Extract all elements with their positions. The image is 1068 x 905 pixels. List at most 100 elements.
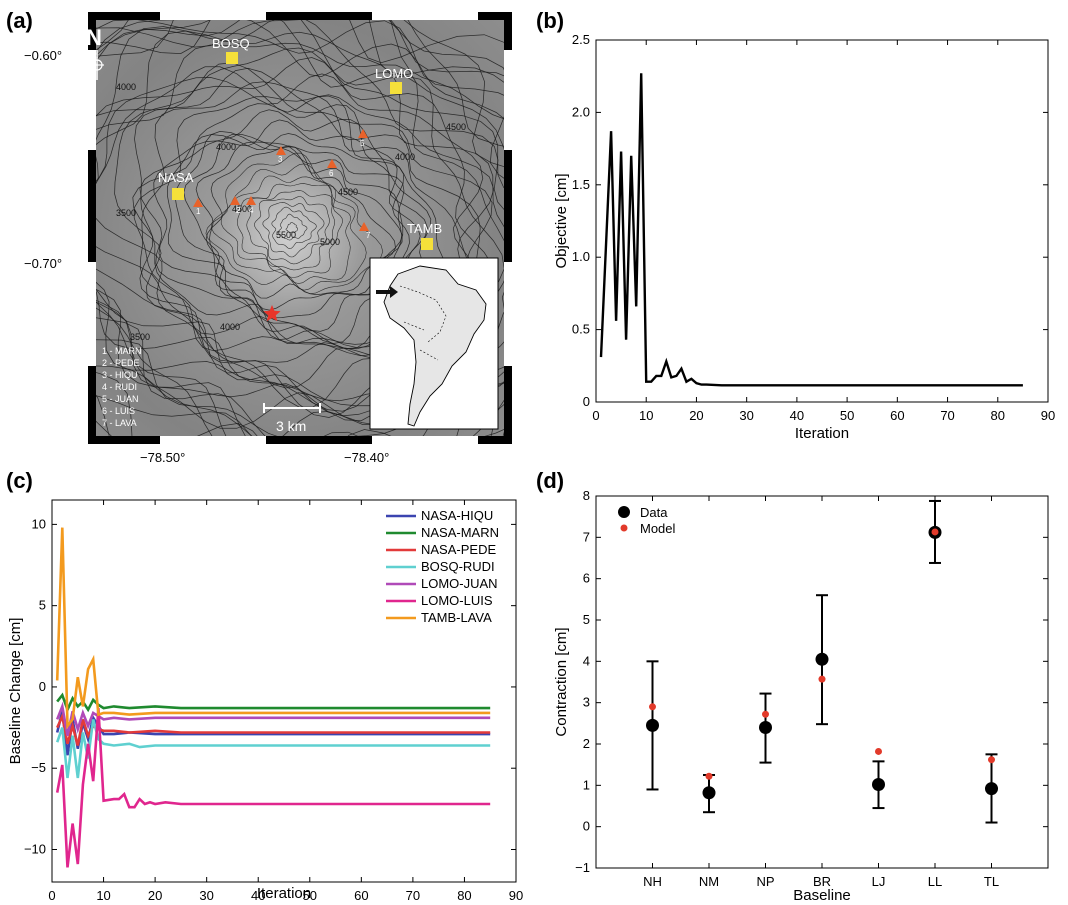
- data-point: [985, 782, 998, 796]
- legend-swatch: [618, 506, 630, 518]
- plot-frame: [595, 39, 1049, 403]
- contour-label: 4000: [220, 322, 240, 332]
- panel-label-c: (c): [6, 468, 33, 493]
- x-axis-label: Iteration: [795, 425, 849, 442]
- legend-entry: Model: [640, 521, 676, 536]
- y-tick-label: −5: [31, 760, 46, 775]
- model-point: [875, 747, 882, 755]
- legend-entry: NASA-MARN: [421, 525, 499, 540]
- series-line-tamb-lava: [55, 527, 491, 730]
- station-marker-nasa: [172, 188, 184, 200]
- station-marker-tamb: [421, 238, 433, 250]
- y-tick-label: 2.0: [572, 104, 590, 119]
- model-point: [649, 703, 656, 711]
- x-tick-label: 70: [406, 888, 420, 903]
- x-tick-label: NH: [643, 874, 662, 889]
- station-label-tamb: TAMB: [407, 221, 442, 236]
- y-tick-label: 1.5: [572, 177, 590, 192]
- x-tick-label: 0: [592, 408, 599, 423]
- station-list-item: 5 - JUAN: [102, 394, 139, 404]
- lat-label: −0.60°: [24, 48, 62, 63]
- legend: NASA-HIQU NASA-MARN NASA-PEDE BOSQ-RUDI LOMO…: [386, 508, 499, 625]
- data-point: [872, 778, 885, 792]
- reflector-marker: [327, 159, 337, 168]
- reflector-marker: [193, 198, 203, 207]
- reflector-markers: [193, 129, 369, 231]
- model-point: [988, 756, 995, 764]
- reflector-number: 1: [196, 207, 201, 216]
- x-tick-label: 10: [639, 408, 653, 423]
- scale-label: 3 km: [276, 418, 306, 434]
- legend-swatch: [620, 524, 628, 532]
- contour-label: 5500: [276, 230, 296, 240]
- scale-bar: [263, 403, 321, 413]
- x-tick-label: 60: [354, 888, 368, 903]
- y-tick-label: 10: [32, 516, 46, 531]
- y-tick-label: 2.5: [572, 32, 590, 47]
- y-tick-label: 5: [39, 598, 46, 613]
- data-point: [759, 720, 772, 734]
- north-arrow-icon: [90, 50, 104, 80]
- data-marks: [646, 499, 998, 824]
- y-tick-label: 0: [39, 679, 46, 694]
- x-tick-label: 50: [303, 888, 317, 903]
- plot-frame: [51, 499, 517, 883]
- x-tick-label: 80: [457, 888, 471, 903]
- north-label: N: [86, 25, 102, 50]
- star-marker-icon: [263, 305, 281, 322]
- reflector-number: 4: [249, 206, 254, 215]
- reflector-marker: [246, 196, 256, 205]
- map-panel: 4000 3500 4000 4000 4500 4500 5000 5500 …: [24, 12, 512, 465]
- south-america-outline: [383, 265, 487, 427]
- contour-label: 4500: [232, 204, 252, 214]
- contour-label: 3500: [116, 208, 136, 218]
- data-point: [702, 786, 716, 800]
- legend-entry: NASA-PEDE: [421, 542, 496, 557]
- y-tick-label: 0: [583, 394, 590, 409]
- series-line-bosq-rudi: [55, 719, 491, 779]
- x-tick-label: 20: [148, 888, 162, 903]
- station-list-item: 1 - MARN: [102, 346, 142, 356]
- x-tick-label: NP: [756, 874, 774, 889]
- reflector-number: 2: [236, 206, 241, 215]
- x-tick-label: 0: [48, 888, 55, 903]
- y-tick-label: −1: [575, 860, 590, 875]
- x-tick-label: 40: [790, 408, 804, 423]
- y-tick-label: 1.0: [572, 249, 590, 264]
- y-tick-label: 4: [583, 653, 590, 668]
- legend-entry: Data: [640, 505, 668, 520]
- y-tick-label: 8: [583, 488, 590, 503]
- objective-chart: 0 10 20 30 40 50 60 70 80 90 0 0.5 1.0 1.5 2.0 2.5 Iter…: [553, 32, 1055, 442]
- model-point: [705, 772, 713, 780]
- panel-label-b: (b): [536, 8, 564, 33]
- y-tick-label: 3: [583, 695, 590, 710]
- model-point: [762, 710, 769, 718]
- x-tick-label: 50: [840, 408, 854, 423]
- x-tick-label: BR: [813, 874, 831, 889]
- x-tick-label: 90: [509, 888, 523, 903]
- legend-entry: BOSQ-RUDI: [421, 559, 495, 574]
- station-marker-lomo: [390, 82, 402, 94]
- lat-label: −0.70°: [24, 256, 62, 271]
- axis-ticks: 0 10 20 30 40 50 60 70 80 90 −10 −5 0 5 10: [24, 500, 523, 903]
- station-label-lomo: LOMO: [375, 66, 413, 81]
- y-tick-label: −10: [24, 841, 46, 856]
- x-tick-label: 40: [251, 888, 265, 903]
- series-lines: [55, 527, 491, 868]
- contour-label: 4500: [446, 122, 466, 132]
- model-point: [818, 675, 826, 683]
- x-tick-label: LL: [928, 874, 942, 889]
- y-axis-label: Objective [cm]: [553, 173, 570, 268]
- inset-map: [369, 257, 499, 430]
- series-line-lomo-luis: [55, 708, 491, 868]
- x-tick-label: 30: [739, 408, 753, 423]
- station-list-item: 6 - LUIS: [102, 406, 135, 416]
- y-tick-label: 6: [583, 571, 590, 586]
- reflector-number: 5: [360, 139, 365, 148]
- y-axis-label: Contraction [cm]: [553, 627, 570, 736]
- data-point: [815, 652, 829, 666]
